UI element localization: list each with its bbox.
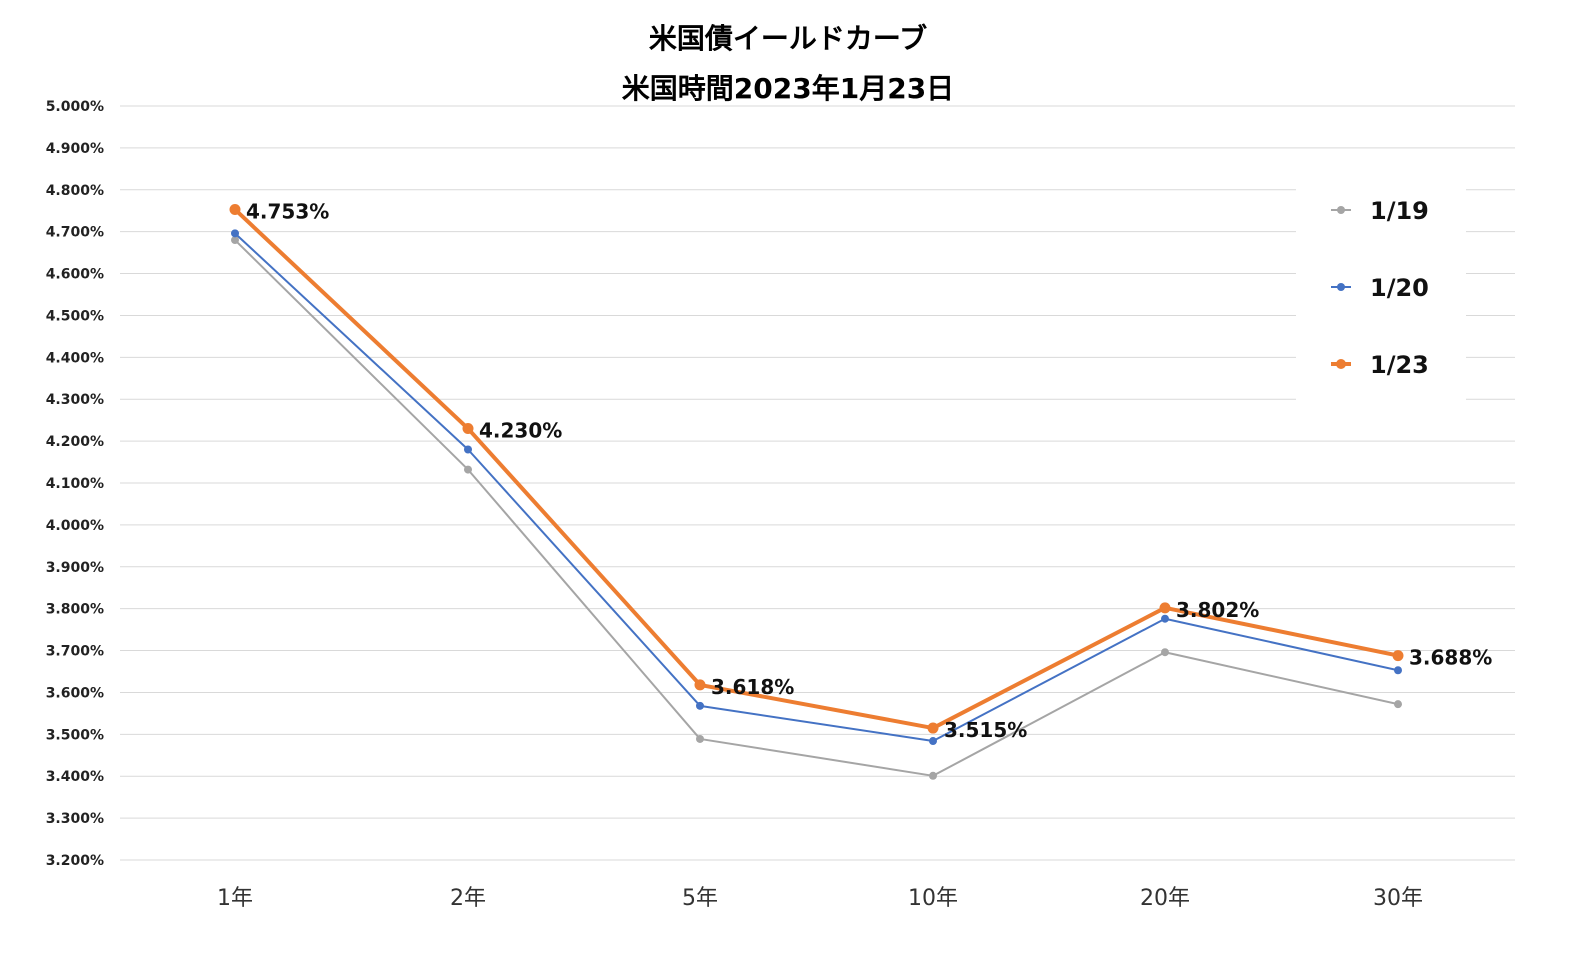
x-axis-ticks: 1年 2年 5年 10年 20年 30年 — [217, 886, 1423, 911]
series-line-1/20 — [234, 232, 1399, 743]
y-tick-label: 3.500% — [46, 727, 104, 743]
y-tick-label: 5.000% — [46, 99, 104, 115]
data-point — [929, 737, 937, 746]
data-label: 3.802% — [1176, 598, 1259, 622]
y-tick-label: 4.800% — [46, 183, 104, 199]
legend-swatch-marker — [1337, 283, 1345, 291]
legend-swatch-marker — [1337, 206, 1345, 214]
y-tick-label: 3.400% — [46, 769, 104, 785]
y-tick-label: 4.000% — [46, 518, 104, 534]
data-point — [1394, 700, 1402, 709]
x-tick-label: 10年 — [908, 886, 958, 911]
data-label: 4.753% — [246, 199, 329, 223]
legend-box — [1296, 168, 1466, 400]
legend-swatch-marker — [1336, 359, 1346, 369]
y-tick-label: 4.400% — [46, 350, 104, 366]
data-point — [229, 203, 241, 215]
y-tick-label: 4.900% — [46, 141, 104, 157]
series-line-1/19 — [234, 239, 1399, 777]
x-tick-label: 1年 — [217, 886, 253, 911]
x-tick-label: 5年 — [682, 886, 718, 911]
series-line-1/23 — [233, 208, 1399, 731]
data-labels: 4.753% 4.230% 3.618% 3.515% 3.802% 3.688% — [246, 199, 1492, 742]
y-tick-label: 3.200% — [46, 853, 104, 869]
legend-label: 1/19 — [1370, 197, 1429, 225]
data-point — [231, 236, 239, 245]
y-tick-label: 3.900% — [46, 560, 104, 576]
data-label: 4.230% — [479, 419, 562, 443]
y-tick-label: 4.300% — [46, 392, 104, 408]
x-tick-label: 30年 — [1373, 886, 1423, 911]
data-point — [1392, 650, 1404, 662]
data-label: 3.688% — [1409, 646, 1492, 670]
y-tick-label: 3.700% — [46, 644, 104, 660]
gridlines — [120, 105, 1515, 861]
data-point — [464, 465, 472, 474]
y-tick-label: 4.600% — [46, 267, 104, 283]
y-tick-label: 4.200% — [46, 434, 104, 450]
y-tick-label: 3.600% — [46, 685, 104, 701]
y-tick-label: 4.100% — [46, 476, 104, 492]
data-point — [696, 734, 704, 743]
legend: 1/19 1/20 1/23 — [1296, 168, 1466, 400]
series-group — [229, 203, 1404, 780]
data-label: 3.515% — [944, 718, 1027, 742]
y-tick-label: 3.300% — [46, 811, 104, 827]
data-point — [696, 701, 704, 710]
y-axis-ticks: 5.000% 4.900% 4.800% 4.700% 4.600% 4.500% 4.40… — [46, 99, 104, 869]
data-point — [464, 445, 472, 454]
chart-subtitle: 米国時間2023年1月23日 — [621, 72, 955, 105]
legend-label: 1/20 — [1370, 274, 1429, 302]
data-point — [231, 229, 239, 238]
data-point — [462, 423, 474, 435]
data-point — [1161, 614, 1169, 623]
data-point — [1161, 648, 1169, 657]
data-point — [694, 679, 706, 691]
y-tick-label: 4.700% — [46, 225, 104, 241]
y-tick-label: 4.500% — [46, 308, 104, 324]
x-tick-label: 20年 — [1140, 886, 1190, 911]
chart-title-block: 米国債イールドカーブ 米国時間2023年1月23日 — [0, 14, 1576, 114]
data-point — [1159, 602, 1171, 614]
legend-label: 1/23 — [1370, 351, 1429, 379]
data-label: 3.618% — [711, 675, 794, 699]
data-point — [1394, 666, 1402, 675]
x-tick-label: 2年 — [450, 886, 486, 911]
chart-title: 米国債イールドカーブ — [648, 22, 928, 55]
data-point — [927, 722, 939, 734]
y-tick-label: 3.800% — [46, 602, 104, 618]
data-point — [929, 771, 937, 780]
